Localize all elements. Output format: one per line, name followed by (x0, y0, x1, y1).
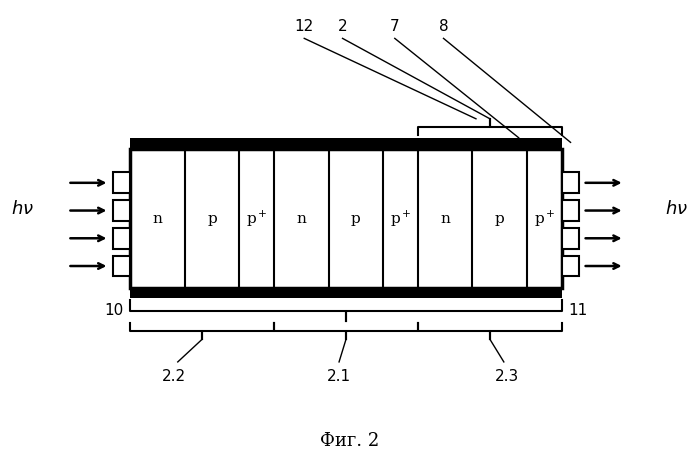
Bar (130, 288, 562, 298)
Text: p$^+$: p$^+$ (533, 208, 555, 229)
Bar (130, 138, 562, 149)
Bar (130, 149, 562, 288)
Text: n: n (440, 212, 450, 226)
Text: p$^+$: p$^+$ (389, 208, 412, 229)
Bar (113, 228, 130, 249)
Text: $h\nu$: $h\nu$ (665, 200, 689, 219)
Bar (113, 200, 130, 221)
Bar (562, 228, 579, 249)
Text: 2: 2 (338, 19, 347, 34)
Text: $h\nu$: $h\nu$ (10, 200, 34, 219)
Text: 10: 10 (104, 303, 123, 318)
Bar (562, 256, 579, 276)
Text: n: n (152, 212, 162, 226)
Bar (113, 173, 130, 193)
Bar (113, 256, 130, 276)
Text: p$^+$: p$^+$ (246, 208, 268, 229)
Text: p: p (495, 212, 505, 226)
Text: 7: 7 (390, 19, 400, 34)
Text: n: n (296, 212, 306, 226)
Text: 2.1: 2.1 (327, 369, 351, 384)
Bar (562, 200, 579, 221)
Text: 11: 11 (569, 303, 588, 318)
Text: 2.3: 2.3 (495, 369, 519, 384)
Text: 8: 8 (439, 19, 448, 34)
Bar (562, 173, 579, 193)
Text: p: p (207, 212, 217, 226)
Text: 12: 12 (294, 19, 314, 34)
Text: 2.2: 2.2 (162, 369, 187, 384)
Text: p: p (351, 212, 361, 226)
Text: Фиг. 2: Фиг. 2 (320, 432, 379, 450)
